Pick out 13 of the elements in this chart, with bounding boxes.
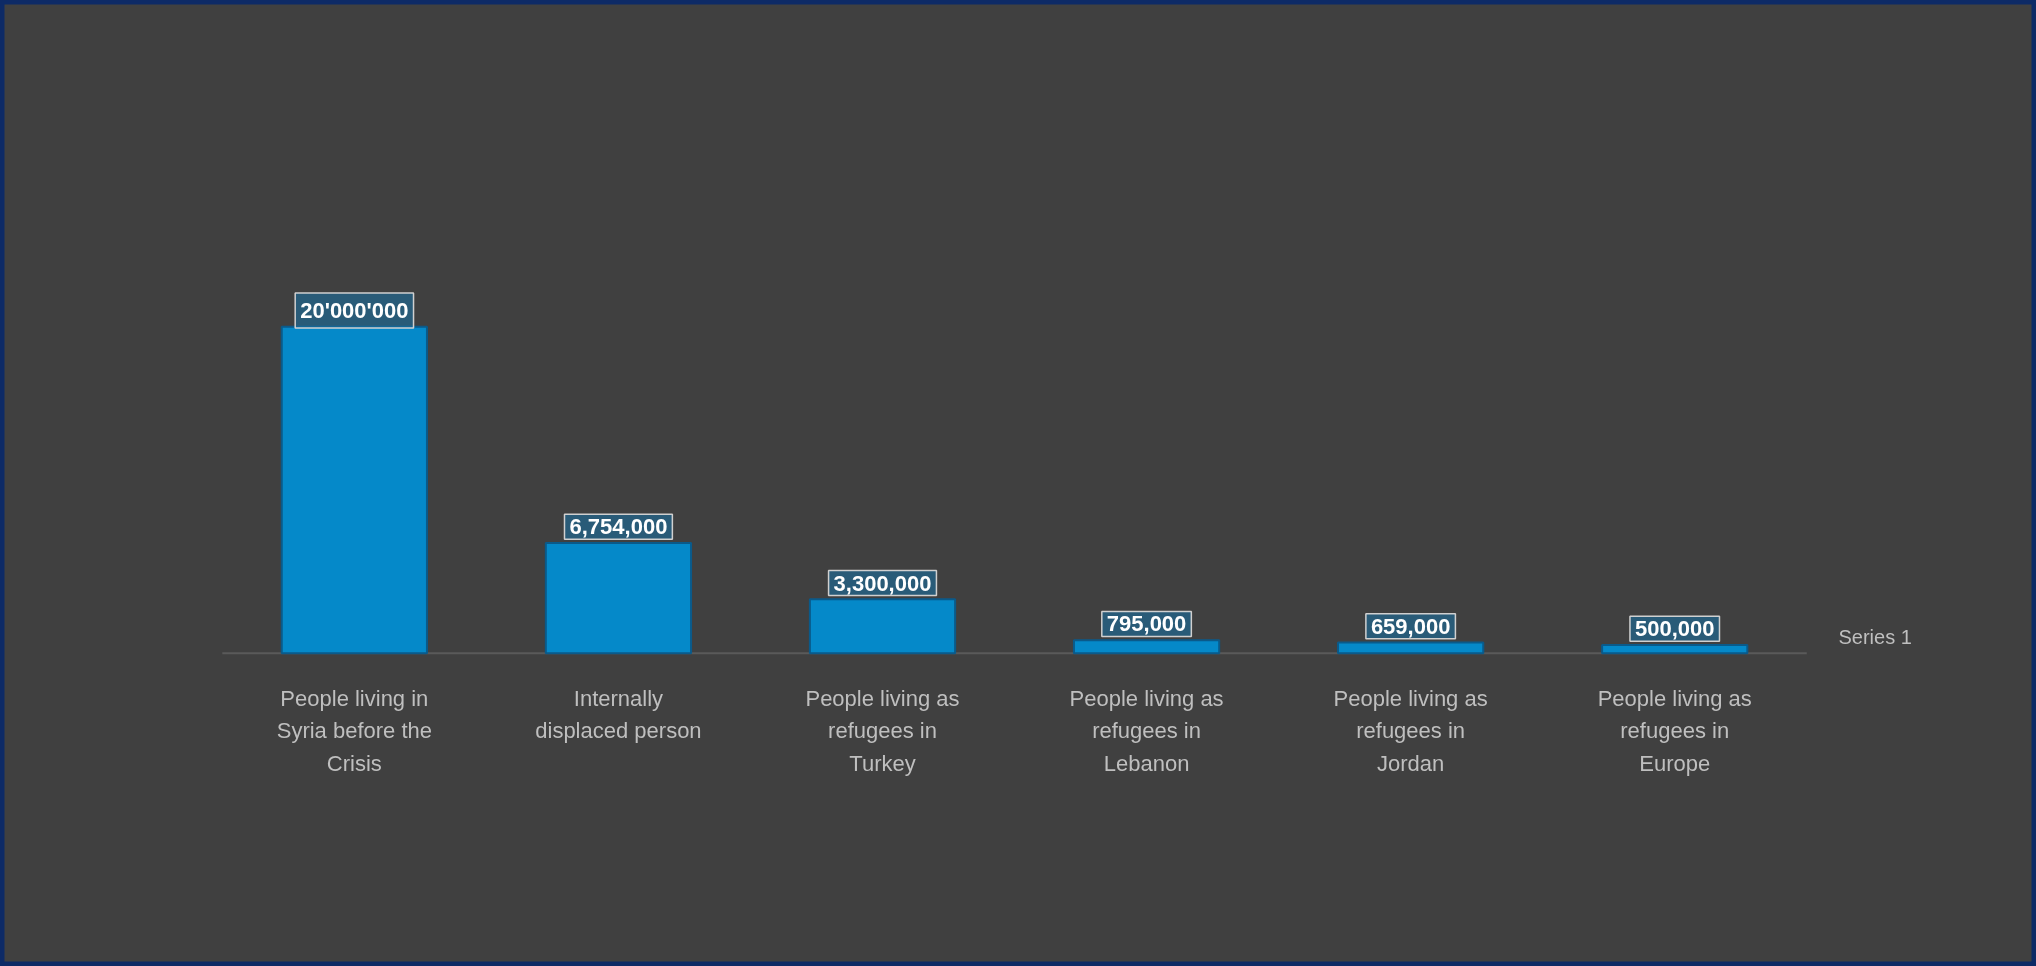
data-label: 795,000: [1106, 611, 1187, 637]
data-label: 3,300,000: [833, 570, 932, 596]
data-label: 500,000: [1634, 616, 1715, 642]
x-tick-label: Internally displaced person: [535, 685, 702, 744]
x-tick-label: People living as refugees in Jordan: [1333, 685, 1488, 776]
text: Series 1: [1838, 625, 1912, 648]
x-tick-label: People living as refugees in Lebanon: [1069, 685, 1224, 776]
x-tick-label: People living as refugees in Europe: [1597, 685, 1752, 776]
data-label: 20'000'000: [300, 298, 409, 324]
x-tick-label: People living as refugees in Turkey: [805, 685, 960, 776]
data-label: 6,754,000: [569, 514, 668, 540]
data-label: 659,000: [1370, 613, 1451, 639]
x-tick-label: People living in Syria before the Crisis: [276, 685, 433, 776]
